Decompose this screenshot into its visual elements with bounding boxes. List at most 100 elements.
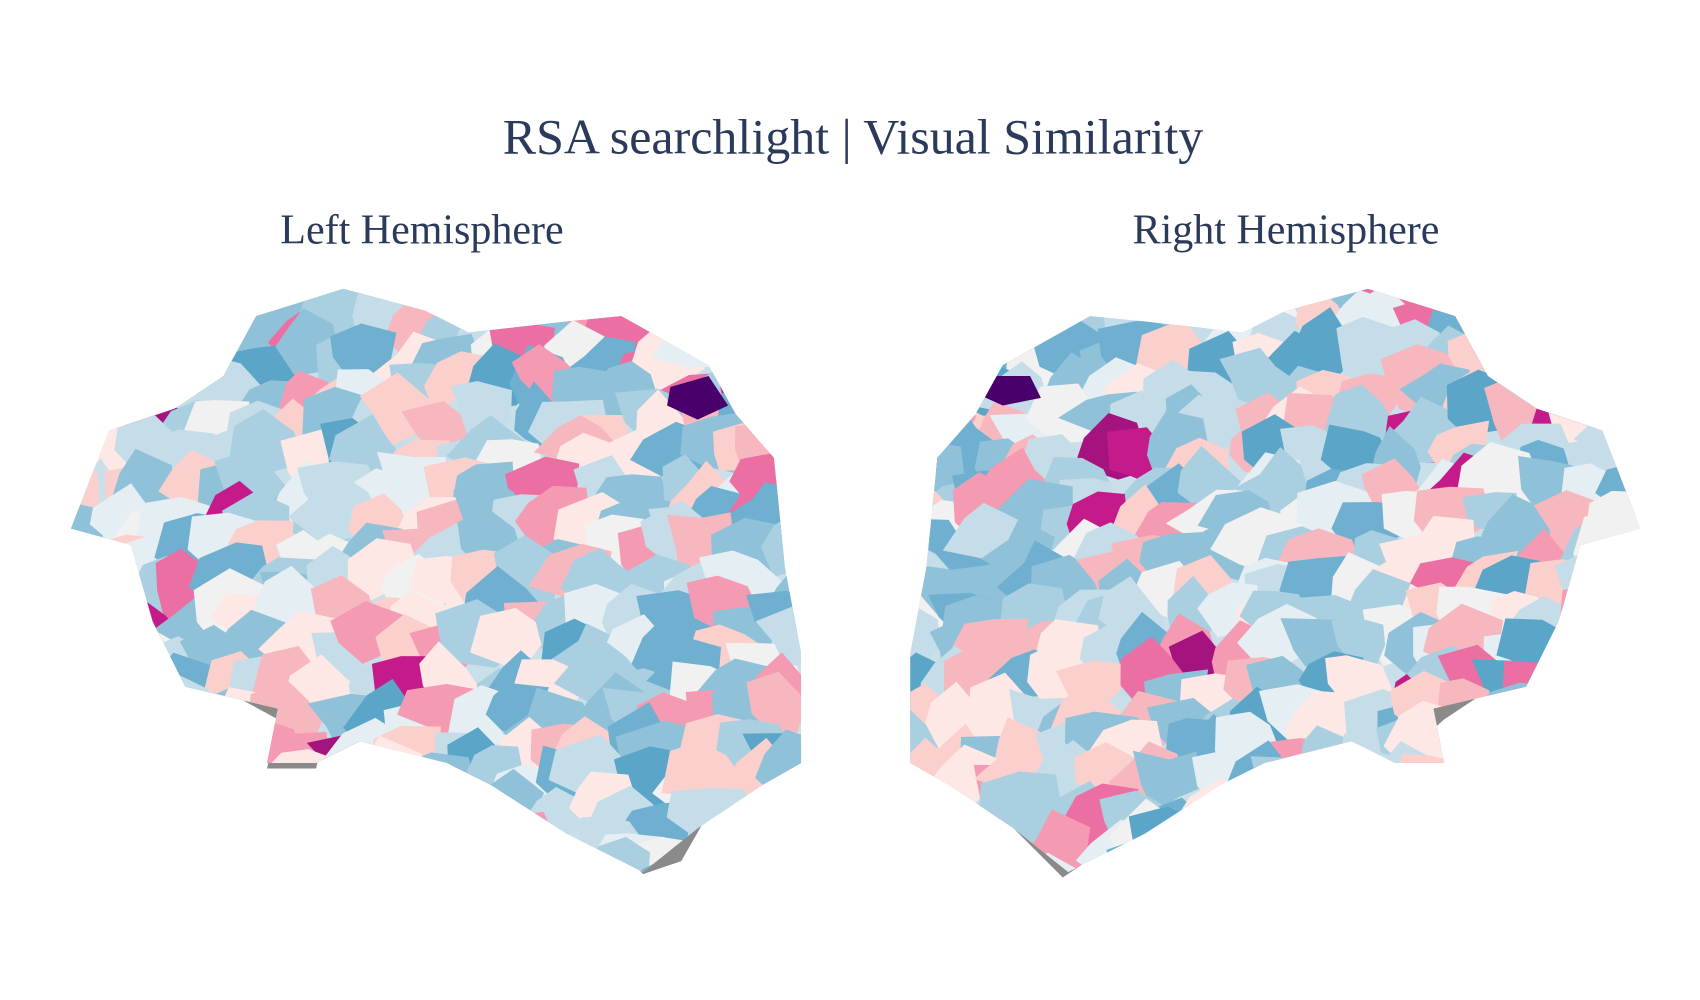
parcel <box>417 843 493 873</box>
parcel <box>978 376 1041 406</box>
parcel <box>1475 775 1548 845</box>
parcel <box>184 750 255 815</box>
parcel <box>669 288 751 312</box>
parcel <box>1093 288 1170 310</box>
parcel <box>1207 853 1289 873</box>
parcel <box>702 304 777 356</box>
parcel <box>1576 294 1641 355</box>
parcel <box>743 861 802 873</box>
parcel <box>411 773 480 836</box>
parcel <box>470 608 542 666</box>
parcel <box>454 848 523 873</box>
parcel <box>70 288 135 324</box>
parcel <box>1491 852 1568 873</box>
parcel <box>116 778 188 843</box>
parcel <box>375 803 447 868</box>
parcel <box>1587 647 1641 709</box>
parcel <box>910 361 963 432</box>
parcel <box>418 288 513 323</box>
parcel <box>1525 774 1579 827</box>
right-hemisphere-map <box>910 288 1641 873</box>
parcel <box>228 783 292 835</box>
parcel <box>939 300 1005 358</box>
parcel <box>115 288 185 328</box>
parcel <box>149 861 222 873</box>
parcel <box>97 358 190 405</box>
parcel <box>1254 849 1336 873</box>
parcel <box>214 820 300 873</box>
parcel <box>1573 507 1641 584</box>
parcel <box>1517 722 1589 783</box>
parcel <box>753 292 802 348</box>
parcel <box>1542 699 1616 748</box>
parcel <box>1371 845 1445 873</box>
parcel <box>1382 841 1468 873</box>
parcel <box>1219 816 1293 873</box>
brain-maps <box>70 288 1641 878</box>
parcel <box>136 737 204 793</box>
parcel <box>100 294 175 364</box>
parcel <box>120 820 188 873</box>
parcel <box>70 675 139 728</box>
parcel <box>1542 742 1616 804</box>
parcel <box>1222 793 1302 866</box>
parcel <box>1585 288 1641 327</box>
parcel <box>1589 802 1641 873</box>
parcel <box>376 288 446 308</box>
parcel <box>1561 797 1640 871</box>
parcel <box>1550 614 1627 676</box>
parcel <box>751 288 802 338</box>
parcel <box>493 535 559 612</box>
parcel <box>476 813 531 873</box>
parcel <box>1590 783 1641 862</box>
parcel <box>1542 288 1627 309</box>
parcel <box>1589 832 1641 873</box>
parcel <box>149 816 236 873</box>
parcel <box>1590 563 1641 635</box>
parcel <box>1548 311 1628 382</box>
parcel <box>389 752 479 823</box>
parcel <box>102 346 154 400</box>
parcel <box>455 288 520 328</box>
panel-label: Right Hemisphere <box>1133 208 1440 254</box>
parcel <box>1320 824 1386 873</box>
parcel <box>1300 751 1387 811</box>
parcel <box>79 642 156 697</box>
parcel <box>419 817 510 873</box>
parcel <box>499 839 579 873</box>
parcel <box>932 799 989 855</box>
parcel <box>910 855 969 873</box>
parcel <box>177 784 237 850</box>
parcel <box>1171 288 1241 311</box>
parcel <box>70 636 139 687</box>
parcel <box>934 345 994 406</box>
parcel <box>129 680 200 742</box>
parcel <box>1474 711 1543 779</box>
parcel <box>1437 789 1517 850</box>
parcel <box>221 288 310 311</box>
parcel <box>153 288 224 323</box>
parcel <box>910 820 954 873</box>
parcel <box>545 288 616 322</box>
parcel <box>910 850 977 873</box>
parcel <box>1318 866 1384 873</box>
parcel <box>279 798 346 865</box>
parcel <box>114 748 187 824</box>
parcel <box>1511 689 1585 737</box>
parcel <box>200 726 273 793</box>
parcel <box>70 754 98 817</box>
parcel <box>201 826 272 873</box>
parcel <box>98 373 150 419</box>
parcel <box>1397 778 1473 848</box>
parcel <box>144 288 218 354</box>
parcel <box>650 322 742 368</box>
parcel <box>534 856 619 873</box>
parcel <box>576 836 651 873</box>
parcel <box>81 850 140 873</box>
parcel <box>313 764 376 838</box>
parcel <box>70 707 117 773</box>
parcel <box>86 288 150 346</box>
parcel <box>70 356 142 420</box>
